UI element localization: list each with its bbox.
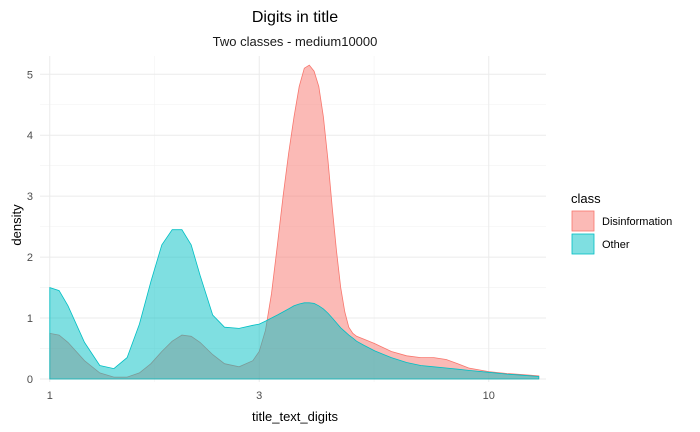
legend-swatch xyxy=(571,233,595,255)
legend-item-disinformation: Disinformation xyxy=(571,210,672,232)
chart-subtitle: Two classes - medium10000 xyxy=(213,34,378,49)
density-area-other xyxy=(49,229,540,380)
y-tick-label: 2 xyxy=(27,252,33,264)
legend-title: class xyxy=(571,191,601,206)
x-tick-label: 1 xyxy=(47,390,53,402)
legend: class Disinformation Other xyxy=(571,191,672,255)
y-axis-ticks: 0 1 2 3 4 5 xyxy=(27,69,33,386)
y-axis-title: density xyxy=(9,204,24,246)
x-tick-label: 3 xyxy=(256,390,262,402)
y-tick-label: 3 xyxy=(27,191,33,203)
x-tick-label: 10 xyxy=(483,390,495,402)
legend-label: Other xyxy=(602,239,630,251)
x-axis-ticks: 1 3 10 xyxy=(47,390,495,402)
y-tick-label: 5 xyxy=(27,69,33,81)
y-tick-label: 4 xyxy=(27,130,33,142)
density-areas xyxy=(49,64,540,380)
x-axis-title: title_text_digits xyxy=(252,409,338,424)
legend-items: Disinformation Other xyxy=(571,210,672,255)
legend-label: Disinformation xyxy=(602,216,672,228)
y-tick-label: 1 xyxy=(27,313,33,325)
y-tick-label: 0 xyxy=(27,374,33,386)
chart-title: Digits in title xyxy=(252,9,338,26)
legend-swatch xyxy=(571,210,595,232)
legend-item-other: Other xyxy=(571,233,630,255)
